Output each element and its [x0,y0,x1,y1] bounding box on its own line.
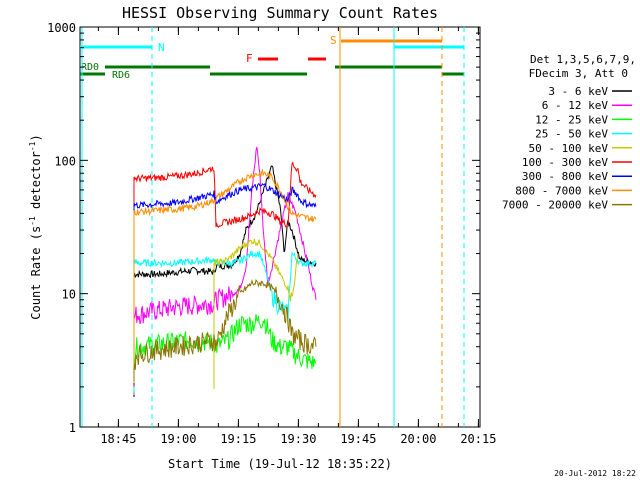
legend-label: 12 - 25 keV [535,113,608,126]
x-tick-label: 20:00 [400,432,436,446]
legend-header-2: FDecim 3, Att 0 [529,67,628,80]
rd6-label: RD6 [112,70,130,81]
y-label-main: Count Rate (s [29,226,43,320]
series-line [133,278,317,370]
x-tick-label: 19:30 [280,432,316,446]
legend-label: 50 - 100 keV [529,142,609,155]
y-label-sup1: -1 [28,216,37,226]
footer-date: 20-Jul-2012 18:22 [554,469,636,478]
legend-label: 7000 - 20000 keV [502,199,608,212]
series-line [133,161,317,228]
series-line [133,168,317,223]
x-axis-label: Start Time (19-Jul-12 18:35:22) [168,457,392,471]
y-label-sup2: -1 [28,141,37,151]
legend-header-1: Det 1,3,5,6,7,9, [530,53,636,66]
plot-area [79,26,481,428]
y-tick-label: 100 [54,154,76,168]
x-tick-label: 19:45 [340,432,376,446]
x-tick-label: 20:15 [460,432,496,446]
flare-label: F [246,52,253,65]
x-tick-label: 19:00 [160,432,196,446]
y-axis-label: Count Rate (s-1 detector-1) [28,134,43,319]
series-line [213,238,299,302]
plot-frame [79,26,481,428]
legend-label: 100 - 300 keV [522,156,608,169]
rd0-label: RD0 [81,62,99,73]
y-label-end: ) [29,134,43,141]
event-lines [81,27,465,427]
series-line [133,183,317,209]
legend: Det 1,3,5,6,7,9, FDecim 3, Att 0 3 - 6 k… [502,53,636,212]
legend-label: 300 - 800 keV [522,170,608,183]
y-tick-label: 1 [69,421,76,435]
y-label-mid: detector [29,151,43,216]
y-tick-label: 10 [62,288,76,302]
legend-label: 3 - 6 keV [548,85,608,98]
x-tick-label: 18:45 [100,432,136,446]
series-line [133,250,317,324]
x-axis: 18:45 19:00 19:15 19:30 19:45 20:00 20:15 [97,27,496,446]
series-line [133,146,317,325]
saa-label: S [330,34,337,47]
y-tick-label: 1000 [47,21,76,35]
series-line [133,165,317,279]
legend-label: 25 - 50 keV [535,128,608,141]
legend-label: 800 - 7000 keV [515,184,608,197]
series-layer [133,146,317,397]
y-axis: 1 10 100 1000 [47,21,480,435]
chart-title: HESSI Observing Summary Count Rates [122,4,438,22]
series-line [133,314,317,371]
legend-label: 6 - 12 keV [542,99,609,112]
instrument-state-bars: N S F RD0 RD6 [80,34,464,81]
night-label: N [158,41,165,54]
x-tick-label: 19:15 [220,432,256,446]
